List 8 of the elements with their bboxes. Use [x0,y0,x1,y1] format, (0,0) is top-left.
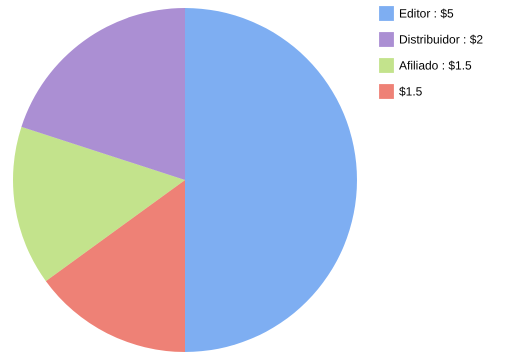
pie-slice [13,126,185,282]
data-label: $1.5 [399,84,423,98]
legend-label: Distribuidor : $2 [399,32,484,46]
legend-label: Afiliado : $1.5 [399,58,472,72]
pie-slice [21,8,185,180]
legend-label: Editor : $5 [399,6,454,20]
pie-slice [185,8,357,352]
pie-slice [46,180,185,352]
